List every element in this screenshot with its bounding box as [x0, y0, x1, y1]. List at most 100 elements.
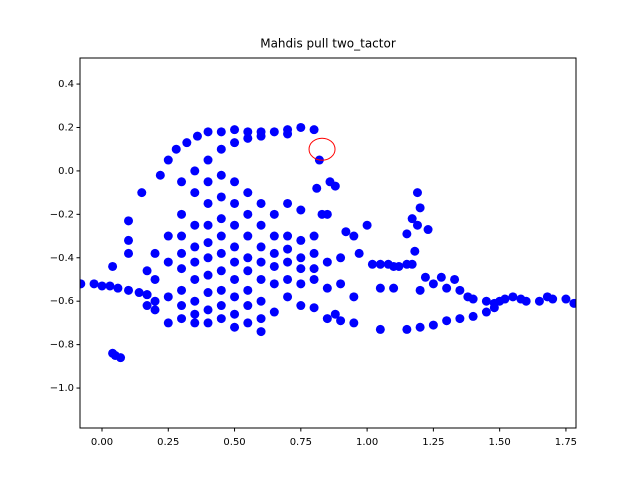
point: [163, 231, 173, 241]
point: [296, 301, 306, 311]
point: [561, 294, 571, 304]
point: [230, 322, 240, 332]
point: [142, 301, 152, 311]
point: [243, 133, 253, 143]
point: [124, 216, 134, 226]
point: [349, 292, 359, 302]
point: [230, 274, 240, 284]
point: [354, 248, 364, 258]
point: [296, 279, 306, 289]
point: [177, 285, 187, 295]
point: [203, 318, 213, 328]
point: [548, 294, 558, 304]
point: [256, 327, 266, 337]
point: [203, 305, 213, 315]
point: [296, 122, 306, 132]
point: [177, 209, 187, 219]
highlight-marker: [308, 137, 336, 161]
point: [423, 225, 433, 235]
point: [177, 314, 187, 324]
point: [534, 296, 544, 306]
point: [330, 309, 340, 319]
point: [309, 248, 319, 258]
point: [349, 231, 359, 241]
point: [309, 274, 319, 284]
point: [296, 235, 306, 245]
point: [190, 166, 200, 176]
point: [150, 305, 160, 315]
point: [428, 320, 438, 330]
point: [203, 198, 213, 208]
point: [124, 248, 134, 258]
point: [216, 266, 226, 276]
point: [190, 296, 200, 306]
point: [309, 264, 319, 274]
point: [190, 274, 200, 284]
point: [455, 314, 465, 324]
point: [508, 292, 518, 302]
point: [410, 246, 420, 256]
point: [216, 170, 226, 180]
point: [203, 220, 213, 230]
point: [230, 257, 240, 267]
point: [269, 231, 279, 241]
y-tick-label: 0.2: [58, 122, 74, 133]
point: [256, 274, 266, 284]
point: [500, 294, 510, 304]
point: [163, 318, 173, 328]
point: [312, 183, 322, 193]
point: [521, 296, 531, 306]
point: [203, 270, 213, 280]
point: [283, 274, 293, 284]
point: [216, 127, 226, 137]
point: [402, 324, 412, 334]
point: [163, 155, 173, 165]
point: [216, 248, 226, 258]
axes-frame: [79, 57, 577, 429]
point: [283, 231, 293, 241]
point: [230, 177, 240, 187]
point: [428, 279, 438, 289]
point: [296, 264, 306, 274]
y-tick-label: −0.4: [50, 253, 74, 264]
point: [269, 307, 279, 317]
chart-title: Mahdis pull two_tactor: [260, 37, 396, 51]
point: [442, 316, 452, 326]
point: [203, 288, 213, 298]
point: [243, 188, 253, 198]
point: [155, 170, 165, 180]
point: [269, 279, 279, 289]
point: [216, 214, 226, 224]
point: [367, 259, 377, 269]
x-tick-label: 0.50: [223, 437, 245, 448]
point: [341, 227, 351, 237]
x-tick-label: 1.75: [555, 437, 577, 448]
x-tick-label: 1.25: [422, 437, 444, 448]
point: [230, 220, 240, 230]
point: [190, 318, 200, 328]
point: [216, 301, 226, 311]
point: [256, 314, 266, 324]
point: [216, 285, 226, 295]
point: [412, 220, 422, 230]
point: [230, 242, 240, 252]
point: [243, 127, 253, 137]
point: [407, 214, 417, 224]
x-tick-label: 1.50: [489, 437, 511, 448]
point: [322, 314, 332, 324]
point: [336, 279, 346, 289]
point: [243, 231, 253, 241]
point: [256, 257, 266, 267]
point: [375, 324, 385, 334]
point: [322, 257, 332, 267]
point: [296, 205, 306, 215]
point: [415, 322, 425, 332]
point: [330, 181, 340, 191]
point: [256, 131, 266, 141]
point: [216, 192, 226, 202]
point: [269, 248, 279, 258]
point: [190, 309, 200, 319]
point: [97, 281, 107, 291]
